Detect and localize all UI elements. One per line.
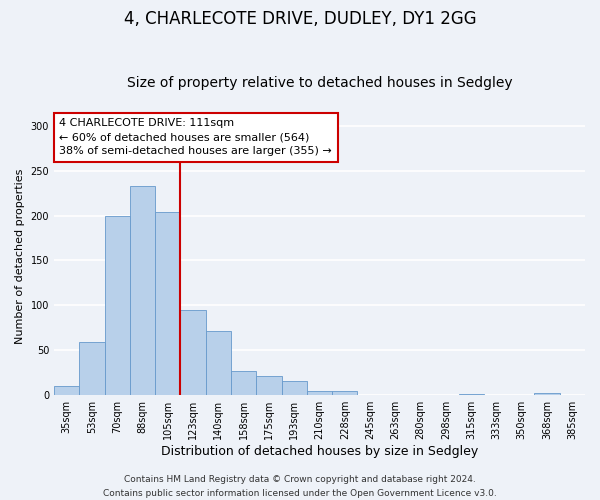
Bar [256, 376, 281, 394]
Text: 4 CHARLECOTE DRIVE: 111sqm
← 60% of detached houses are smaller (564)
38% of sem: 4 CHARLECOTE DRIVE: 111sqm ← 60% of deta… [59, 118, 332, 156]
Bar [54, 386, 79, 394]
Bar [535, 393, 560, 394]
Bar [155, 212, 181, 394]
Bar [281, 382, 307, 394]
Title: Size of property relative to detached houses in Sedgley: Size of property relative to detached ho… [127, 76, 512, 90]
Bar [206, 331, 231, 394]
Bar [130, 186, 155, 394]
Bar [104, 216, 130, 394]
Y-axis label: Number of detached properties: Number of detached properties [15, 168, 25, 344]
Bar [79, 342, 104, 394]
Bar [307, 391, 332, 394]
Bar [231, 370, 256, 394]
Bar [332, 391, 358, 394]
Text: Contains HM Land Registry data © Crown copyright and database right 2024.
Contai: Contains HM Land Registry data © Crown c… [103, 476, 497, 498]
X-axis label: Distribution of detached houses by size in Sedgley: Distribution of detached houses by size … [161, 444, 478, 458]
Text: 4, CHARLECOTE DRIVE, DUDLEY, DY1 2GG: 4, CHARLECOTE DRIVE, DUDLEY, DY1 2GG [124, 10, 476, 28]
Bar [181, 310, 206, 394]
